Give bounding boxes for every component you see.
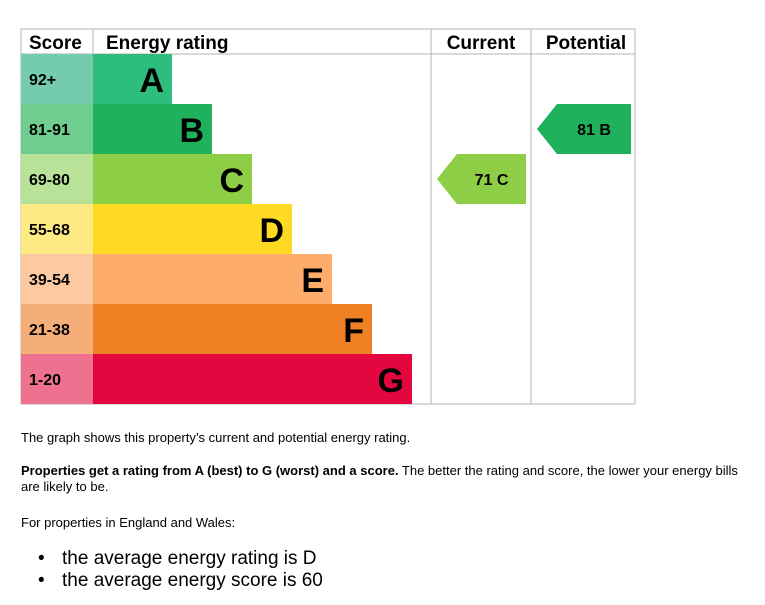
rating-explanation-rest: The better the rating and score, the low… xyxy=(21,463,738,494)
score-cell-f xyxy=(21,304,93,354)
current-arrow xyxy=(437,154,526,204)
band-bar-e xyxy=(93,254,332,304)
potential-arrow-label: 81 B xyxy=(577,122,611,139)
potential-header: Potential xyxy=(546,33,626,54)
average-score-item: the average energy score is 60 xyxy=(38,570,323,592)
graph-description: The graph shows this property’s current … xyxy=(21,430,411,445)
band-letter-c: C xyxy=(219,162,244,200)
score-range-b: 81-91 xyxy=(29,122,70,139)
band-bar-f xyxy=(93,304,372,354)
average-rating-item: the average energy rating is D xyxy=(38,548,323,570)
bands: 92+ A 81-91 B 69-80 C 55-68 D 39-54 E 21-38 F 1-20 G xyxy=(21,54,412,404)
band-letter-g: G xyxy=(378,362,404,400)
average-list: the average energy rating is D the avera… xyxy=(38,548,323,592)
score-header: Score xyxy=(29,33,82,54)
score-range-e: 39-54 xyxy=(29,272,70,289)
current-header: Current xyxy=(447,33,516,54)
score-range-c: 69-80 xyxy=(29,172,70,189)
score-range-d: 55-68 xyxy=(29,222,70,239)
score-range-g: 1-20 xyxy=(29,372,61,389)
band-letter-d: D xyxy=(259,212,284,250)
band-letter-f: F xyxy=(343,312,364,350)
score-cell-e xyxy=(21,254,93,304)
score-cell-b xyxy=(21,104,93,154)
band-bar-b xyxy=(93,104,212,154)
rating-arrows: 71 C 81 B xyxy=(437,104,631,204)
potential-arrow xyxy=(537,104,631,154)
band-bar-c xyxy=(93,154,252,204)
region-note: For properties in England and Wales: xyxy=(21,515,236,530)
band-bar-a xyxy=(93,54,172,104)
score-cell-a xyxy=(21,54,93,104)
score-cell-d xyxy=(21,204,93,254)
score-range-f: 21-38 xyxy=(29,322,70,339)
rating-explanation: Properties get a rating from A (best) to… xyxy=(21,463,746,495)
band-letter-a: A xyxy=(139,62,164,100)
band-letter-b: B xyxy=(179,112,204,150)
score-range-a: 92+ xyxy=(29,72,56,89)
current-arrow-label: 71 C xyxy=(475,172,509,189)
rating-explanation-bold: Properties get a rating from A (best) to… xyxy=(21,463,399,478)
energy-rating-chart: Score Energy rating Current Potential 92… xyxy=(20,28,636,405)
band-letter-e: E xyxy=(301,262,324,300)
score-cell-c xyxy=(21,154,93,204)
score-cell-g xyxy=(21,354,93,404)
energy-rating-header: Energy rating xyxy=(106,33,228,54)
band-bar-g xyxy=(93,354,412,404)
band-bar-d xyxy=(93,204,292,254)
